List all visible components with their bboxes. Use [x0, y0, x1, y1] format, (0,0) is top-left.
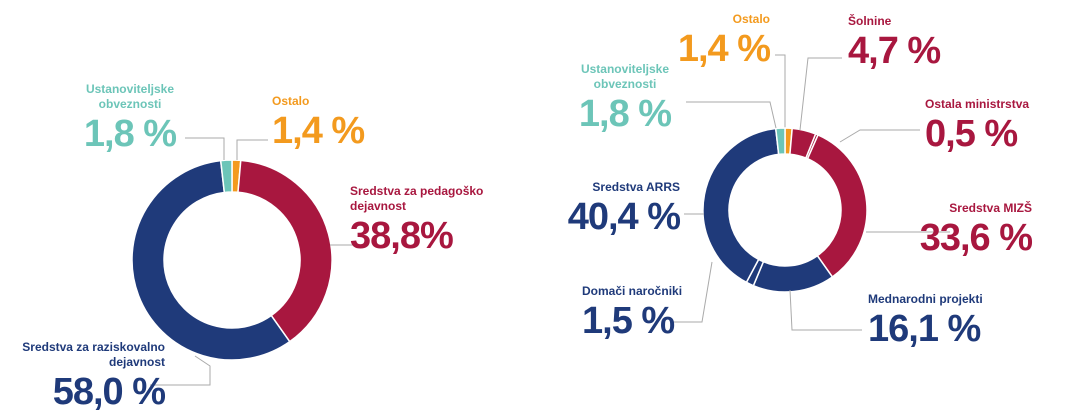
- category-name: Sredstva ARRS: [592, 180, 680, 194]
- slice-label: Sredstva za raziskovalno dejavnost 58,0 %: [0, 340, 166, 413]
- leader-line: [789, 289, 862, 331]
- slice-label: Ustanoviteljske obveznosti 1,8 %: [565, 62, 685, 133]
- slice-label: Sredstva ARRS 40,4 %: [530, 180, 681, 238]
- value-label: 4,7 %: [848, 30, 941, 72]
- value-label: 0,5 %: [925, 113, 1018, 155]
- leader-line: [672, 261, 713, 323]
- category-name: Sredstva za raziskovalno dejavnost: [22, 340, 165, 369]
- donut-slice: [752, 254, 834, 293]
- slice-label: Ostalo 1,4 %: [272, 94, 392, 150]
- donut-slice: [237, 159, 333, 343]
- category-name: Sredstva za pedagoško dejavnost: [350, 184, 484, 213]
- slice-label: Ostala ministrstva 0,5 %: [925, 97, 1055, 153]
- value-label: 1,8 %: [578, 93, 672, 135]
- slice-label: Ostalo 1,4 %: [650, 12, 771, 70]
- value-label: 1,4 %: [677, 28, 771, 70]
- donut-slice: [219, 159, 233, 194]
- donut-slice: [774, 127, 786, 156]
- slice-label: Šolnine 4,7 %: [848, 14, 958, 70]
- leader-line: [236, 139, 268, 160]
- leader-line: [839, 129, 920, 143]
- category-name: Mednarodni projekti: [868, 292, 983, 306]
- category-name: Sredstva MIZŠ: [949, 201, 1032, 215]
- category-name: Ustanoviteljske obveznosti: [580, 62, 670, 91]
- value-label: 1,8 %: [83, 113, 177, 155]
- value-label: 16,1 %: [868, 308, 981, 350]
- category-name: Domači naročniki: [582, 284, 683, 298]
- leader-line: [686, 101, 777, 129]
- donut-slice: [702, 127, 780, 284]
- value-label: 1,4 %: [272, 110, 365, 152]
- leader-line: [150, 355, 211, 386]
- donut-slice: [131, 159, 291, 361]
- value-label: 33,6 %: [919, 217, 1033, 259]
- category-name: Ostalo: [272, 94, 310, 108]
- slice-label: Sredstva za pedagoško dejavnost 38,8%: [350, 184, 490, 255]
- category-name: Ustanoviteljske obveznosti: [85, 82, 175, 111]
- leader-line: [775, 54, 786, 128]
- value-label: 40,4 %: [567, 196, 681, 238]
- category-name: Ostalo: [732, 12, 770, 26]
- category-name: Šolnine: [848, 14, 892, 28]
- value-label: 38,8%: [350, 215, 454, 257]
- leader-line: [799, 57, 842, 131]
- value-label: 58,0 %: [52, 371, 166, 413]
- slice-label: Ustanoviteljske obveznosti 1,8 %: [70, 82, 190, 153]
- value-label: 1,5 %: [582, 300, 675, 342]
- slice-label: Sredstva MIZŠ 33,6 %: [892, 201, 1033, 259]
- slice-label: Domači naročniki 1,5 %: [582, 284, 712, 340]
- leader-line: [185, 137, 225, 160]
- category-name: Ostala ministrstva: [925, 97, 1030, 111]
- slice-label: Mednarodni projekti 16,1 %: [868, 292, 1008, 348]
